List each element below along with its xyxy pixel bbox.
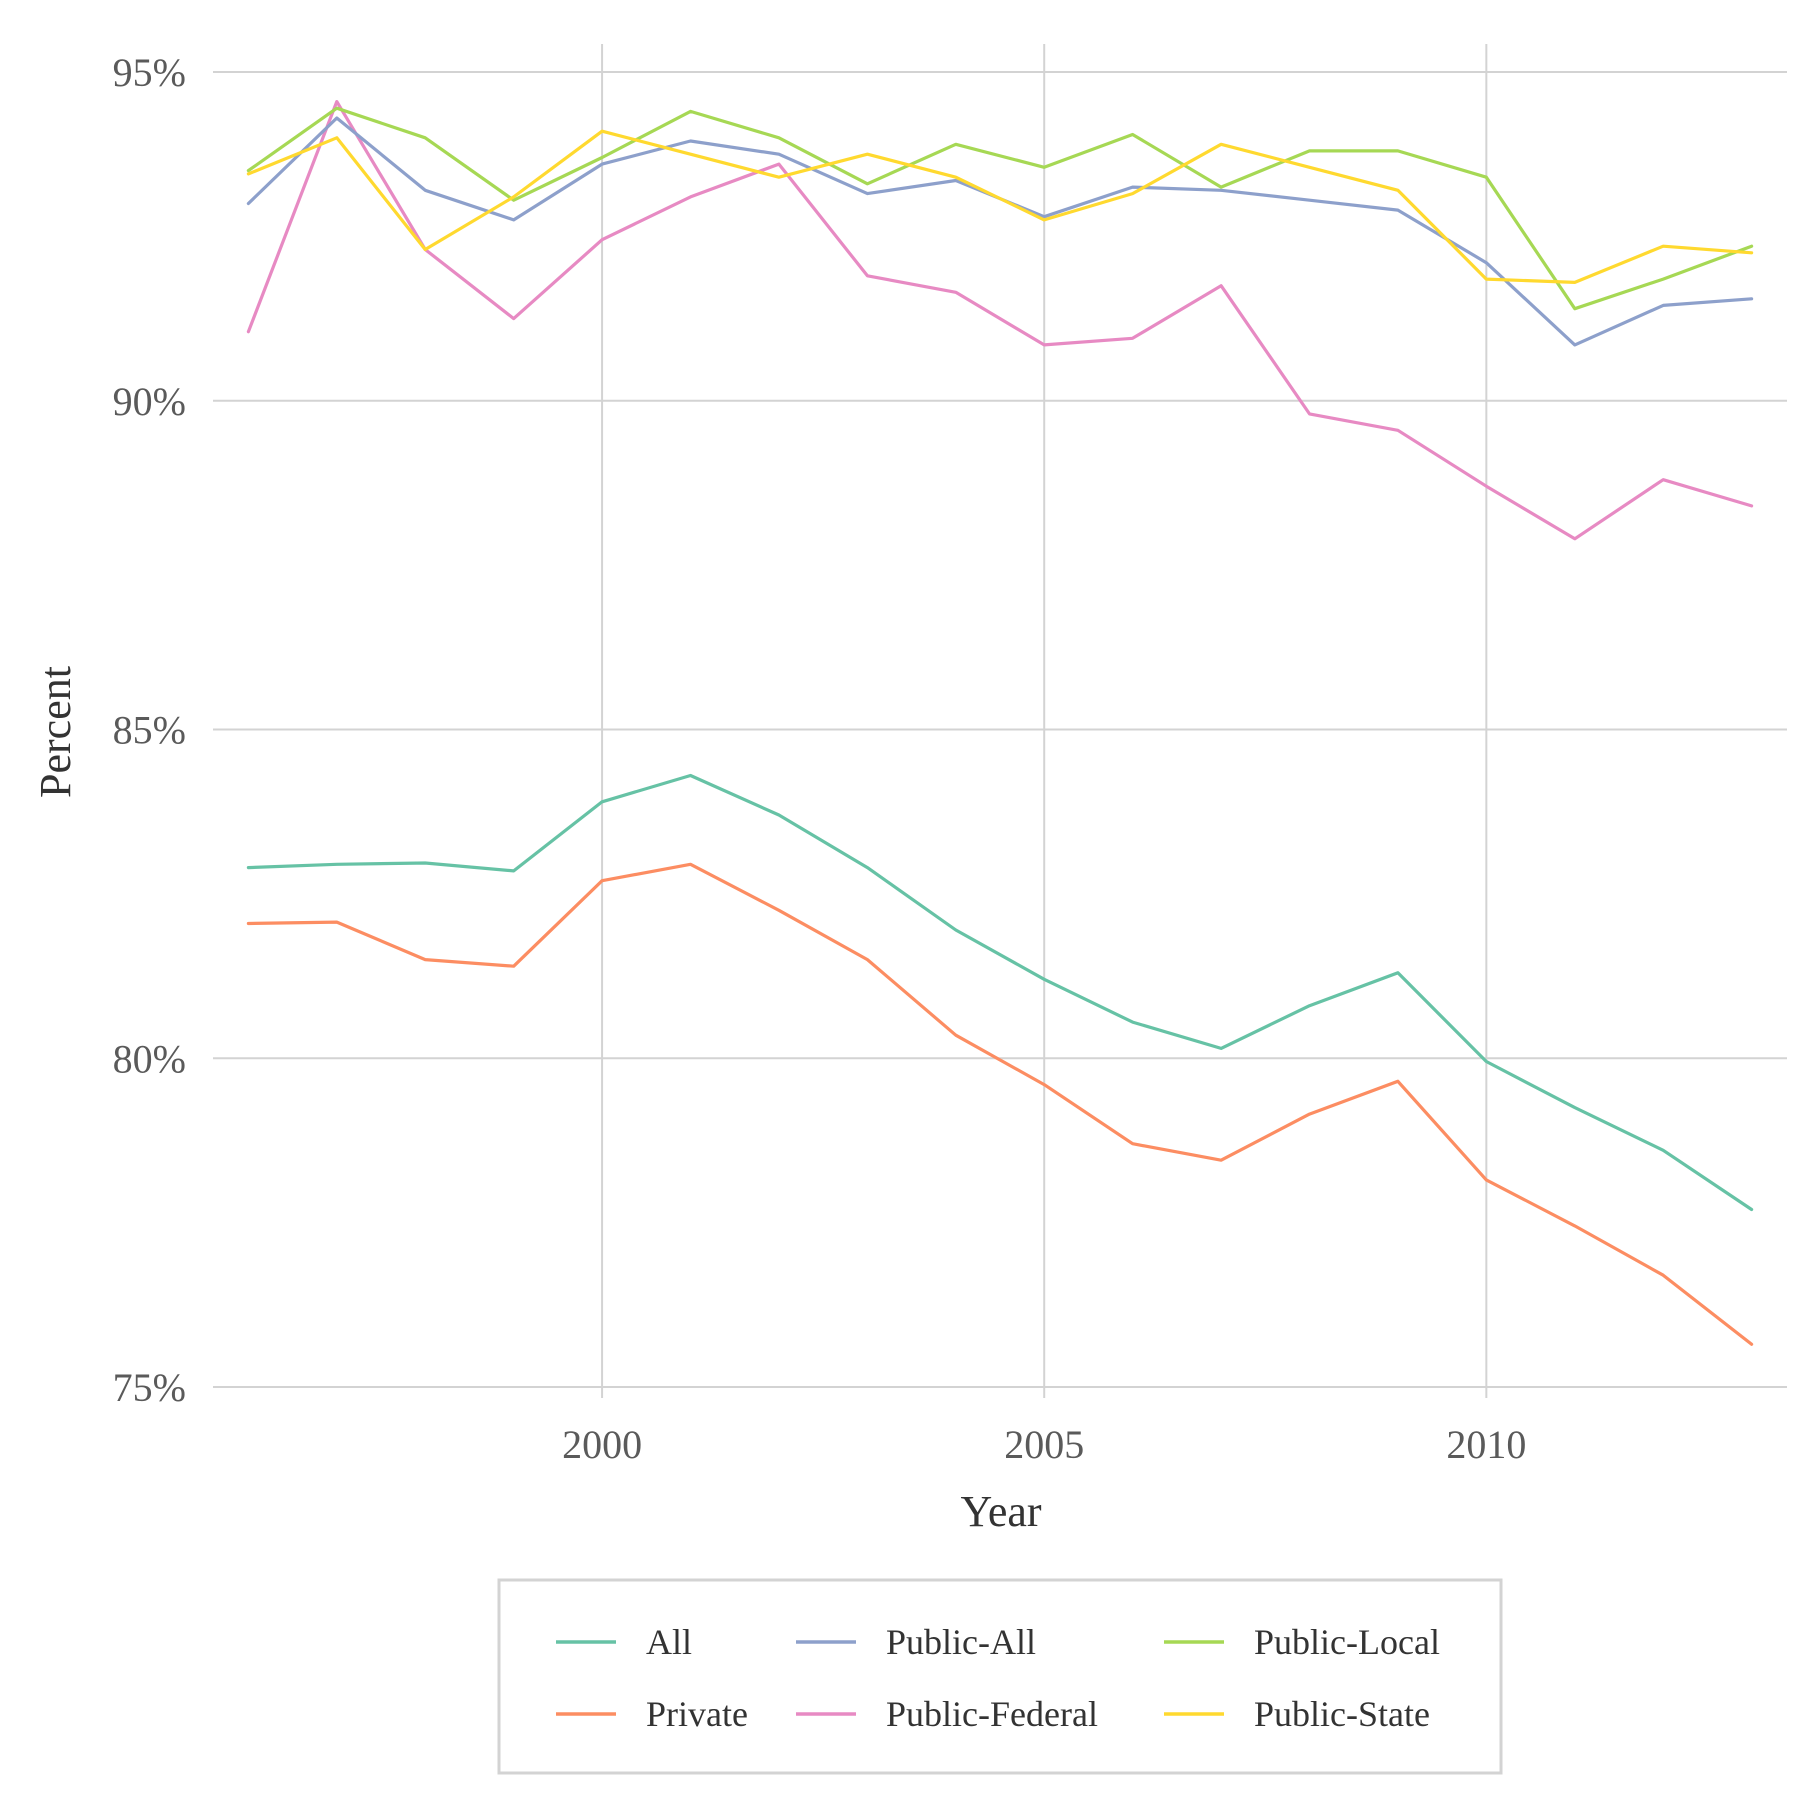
series-line-private bbox=[246, 862, 1754, 1346]
series-line-public-local bbox=[246, 106, 1754, 311]
y-tick-label: 75% bbox=[113, 1365, 186, 1410]
legend-item-public-all: Public-All bbox=[796, 1622, 1036, 1662]
legend-label: Public-All bbox=[886, 1622, 1036, 1662]
series-lines bbox=[246, 99, 1754, 1346]
y-tick-label: 95% bbox=[113, 50, 186, 95]
legend-item-public-federal: Public-Federal bbox=[796, 1694, 1098, 1734]
gridlines bbox=[213, 44, 1787, 1398]
legend-item-public-state: Public-State bbox=[1164, 1694, 1430, 1734]
series-line-all bbox=[246, 773, 1754, 1212]
legend-label: Public-Federal bbox=[886, 1694, 1098, 1734]
legend-item-public-local: Public-Local bbox=[1164, 1622, 1440, 1662]
x-tick-label: 2010 bbox=[1446, 1422, 1526, 1467]
legend-label: Public-State bbox=[1254, 1694, 1430, 1734]
x-axis-tick-labels: 2000 2005 2010 bbox=[562, 1422, 1526, 1467]
y-tick-label: 80% bbox=[113, 1036, 186, 1081]
y-tick-label: 90% bbox=[113, 379, 186, 424]
y-axis-tick-labels: 75% 80% 85% 90% 95% bbox=[113, 50, 186, 1410]
series-line-public-all bbox=[246, 116, 1754, 347]
legend-label: Public-Local bbox=[1254, 1622, 1440, 1662]
y-tick-label: 85% bbox=[113, 708, 186, 753]
x-tick-label: 2000 bbox=[562, 1422, 642, 1467]
x-tick-label: 2005 bbox=[1004, 1422, 1084, 1467]
y-axis-title: Percent bbox=[31, 666, 80, 798]
x-axis-title: Year bbox=[960, 1487, 1041, 1536]
series-line-public-state bbox=[246, 129, 1754, 284]
legend-box bbox=[497, 1578, 1503, 1775]
legend-items: All Public-All Public-Local Private Public-F… bbox=[556, 1622, 1440, 1734]
legend-item-all: All bbox=[556, 1622, 692, 1662]
series-line-public-federal bbox=[246, 99, 1754, 541]
legend: All Public-All Public-Local Private Public-F… bbox=[497, 1578, 1503, 1775]
legend-item-private: Private bbox=[556, 1694, 748, 1734]
legend-label: Private bbox=[646, 1694, 748, 1734]
legend-label: All bbox=[646, 1622, 692, 1662]
